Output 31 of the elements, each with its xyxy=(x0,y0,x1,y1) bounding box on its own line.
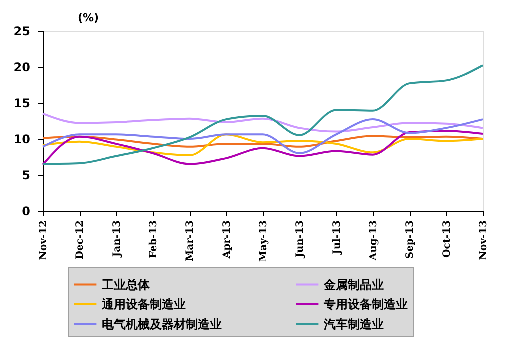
x-tick-label: Feb-13 xyxy=(148,220,160,258)
line-series xyxy=(42,112,484,133)
x-tick-label: Nov-13 xyxy=(478,220,490,260)
y-tick-label: 10 xyxy=(14,132,30,146)
x-tick-label: Mar-13 xyxy=(185,220,196,262)
legend-label: 金属制品业 xyxy=(323,278,384,292)
line-series xyxy=(42,64,484,166)
y-axis-title: (%) xyxy=(78,12,100,24)
x-tick-label: Apr-13 xyxy=(222,220,233,260)
x-tick-label: Jan-13 xyxy=(112,220,123,258)
legend-label: 电气机械及器材制造业 xyxy=(102,318,222,332)
x-tick-label: Dec-12 xyxy=(75,220,86,260)
legend-label: 工业总体 xyxy=(101,278,151,292)
line-series xyxy=(42,130,484,166)
x-tick-label: Jun-13 xyxy=(295,220,306,259)
legend-label: 通用设备制造业 xyxy=(101,298,186,312)
x-tick-label: Nov-12 xyxy=(38,220,50,260)
line-series xyxy=(42,118,484,154)
y-tick-label: 5 xyxy=(22,168,30,182)
x-tick-label: May-13 xyxy=(258,220,270,262)
y-tick-label: 0 xyxy=(22,204,30,218)
y-tick-label: 15 xyxy=(14,96,30,110)
x-tick-label: Oct-13 xyxy=(442,220,453,258)
y-tick-label: 20 xyxy=(14,60,30,74)
x-tick-label: Sep-13 xyxy=(405,220,416,260)
y-tick-label: 25 xyxy=(14,24,30,38)
x-tick-label: Aug-13 xyxy=(368,220,380,262)
legend-label: 专用设备制造业 xyxy=(323,298,408,312)
line-series xyxy=(42,134,484,157)
x-tick-label: Jul-13 xyxy=(332,220,343,256)
legend-label: 汽车制造业 xyxy=(323,318,384,332)
